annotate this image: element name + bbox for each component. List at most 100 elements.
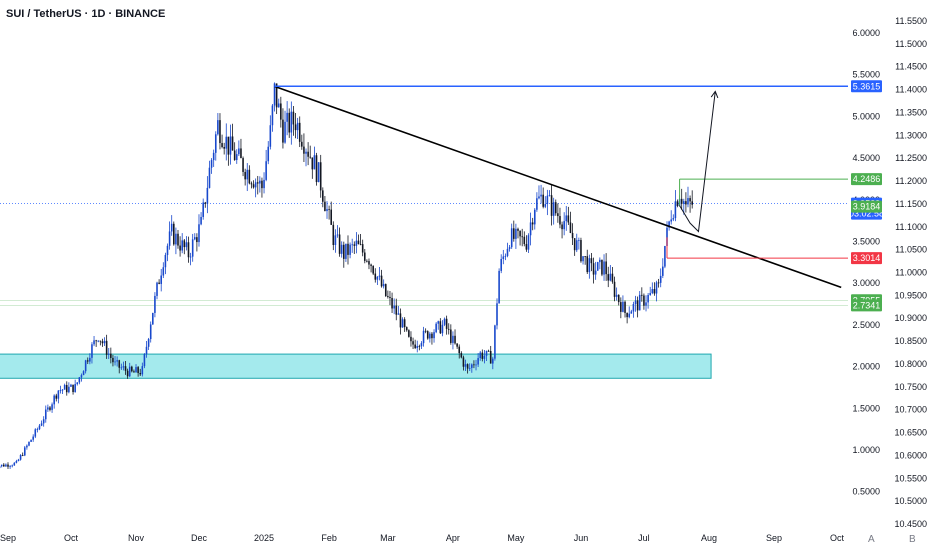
- candle: [164, 252, 167, 275]
- candle: [103, 337, 106, 347]
- candle: [567, 206, 570, 225]
- candle-body: [515, 228, 517, 239]
- candle-body: [347, 243, 349, 255]
- x-tick-label: Aug: [701, 533, 717, 543]
- candle: [473, 360, 475, 369]
- candle: [433, 329, 435, 343]
- y2-tick-label: 11.2000: [895, 176, 927, 186]
- candle-body: [21, 455, 24, 456]
- candle-body: [452, 335, 454, 343]
- candle-body: [632, 303, 635, 312]
- candle: [78, 376, 81, 385]
- candle-body: [269, 125, 272, 147]
- candle: [584, 255, 586, 265]
- candle: [412, 337, 414, 350]
- candle: [126, 368, 129, 379]
- candle-body: [559, 216, 561, 225]
- candle-body: [450, 329, 452, 343]
- candle-body: [506, 248, 509, 256]
- candle: [458, 344, 461, 359]
- candle: [202, 198, 204, 220]
- candle: [349, 242, 351, 259]
- candle: [366, 259, 368, 263]
- price-badge-box: [851, 200, 882, 213]
- auto-scale-toggle[interactable]: A: [868, 534, 875, 545]
- candle-body: [445, 318, 448, 329]
- candle: [615, 287, 618, 301]
- candle-body: [47, 407, 49, 410]
- candle-body: [301, 141, 303, 147]
- log-scale-toggle[interactable]: B: [909, 534, 916, 545]
- candle-body: [378, 275, 381, 277]
- candle-body: [439, 321, 442, 334]
- candle-body: [185, 242, 188, 248]
- candle: [3, 463, 5, 467]
- candle: [296, 117, 299, 140]
- candle: [414, 339, 416, 350]
- candle: [485, 350, 488, 362]
- candle: [590, 253, 593, 272]
- candle-body: [244, 171, 246, 180]
- candle: [471, 363, 473, 373]
- candle-body: [126, 370, 129, 377]
- y2-tick-label: 11.2500: [895, 153, 927, 163]
- candle-body: [149, 324, 152, 340]
- candle-body: [89, 357, 91, 362]
- candle-body: [191, 239, 194, 257]
- price-badge: 4.2486: [851, 173, 882, 186]
- candle: [141, 362, 144, 377]
- candle: [533, 208, 536, 230]
- candle-body: [508, 247, 511, 249]
- candle-body: [569, 222, 572, 233]
- candle: [23, 445, 26, 457]
- candle-body: [395, 305, 398, 315]
- candle-body: [611, 273, 614, 282]
- candle-body: [412, 341, 414, 345]
- candle-body: [259, 180, 261, 184]
- candle-body: [193, 237, 196, 240]
- candle-body: [68, 386, 70, 393]
- candle: [521, 228, 523, 247]
- candle: [523, 231, 526, 247]
- candle: [114, 356, 116, 366]
- candle: [0, 464, 3, 468]
- candle: [152, 312, 154, 325]
- candle: [189, 252, 192, 266]
- candle: [38, 423, 41, 431]
- candle: [326, 201, 328, 219]
- candle-body: [662, 266, 664, 276]
- candle: [301, 134, 303, 150]
- candle: [13, 462, 16, 466]
- candle: [387, 290, 389, 299]
- candle: [105, 334, 108, 359]
- candle: [494, 324, 496, 361]
- candle: [510, 223, 513, 249]
- candle: [363, 248, 366, 264]
- candle: [32, 434, 34, 442]
- candle-body: [414, 344, 416, 349]
- candle: [7, 462, 9, 469]
- candle-body: [653, 289, 656, 294]
- candle: [437, 320, 440, 330]
- candle-body: [664, 246, 666, 267]
- candle: [149, 321, 152, 343]
- y2-tick-label: 11.3000: [895, 130, 927, 140]
- candle-body: [473, 364, 475, 366]
- candle: [403, 317, 406, 332]
- candle-body: [99, 340, 102, 342]
- candle-body: [204, 202, 207, 204]
- candle: [290, 101, 293, 145]
- candle-body: [399, 313, 402, 328]
- candle-body: [498, 270, 500, 304]
- candle-body: [628, 313, 631, 318]
- candle-body: [475, 364, 477, 366]
- candle-body: [458, 346, 461, 354]
- candle-body: [292, 111, 295, 125]
- candle: [206, 176, 209, 214]
- candle-body: [65, 385, 68, 393]
- y2-tick-label: 11.0500: [895, 245, 927, 255]
- candle-body: [217, 120, 219, 135]
- candle: [217, 113, 219, 136]
- candle-body: [78, 377, 81, 383]
